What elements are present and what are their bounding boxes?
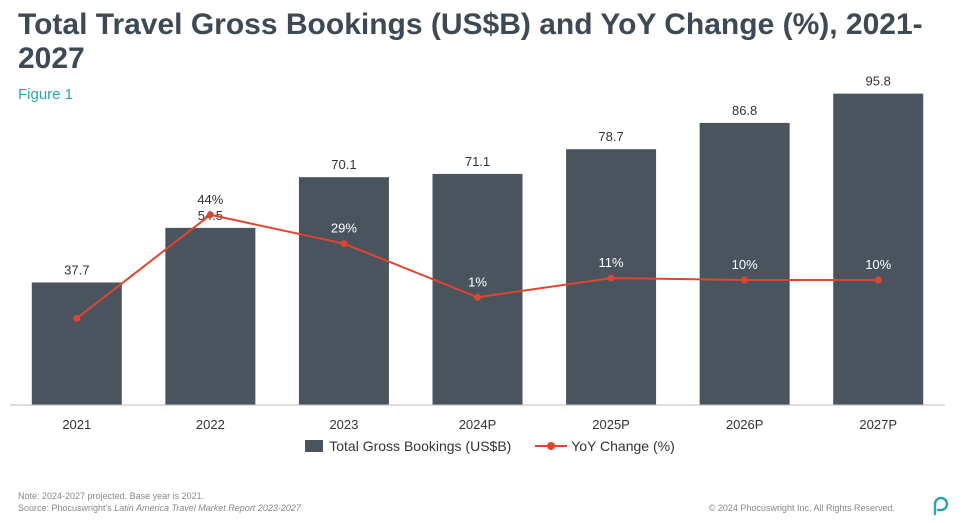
x-tick-2022: 2022 xyxy=(196,417,225,432)
yoy-point-2024P xyxy=(474,293,481,301)
yoy-label-2022: 44% xyxy=(197,192,223,207)
x-tick-2024P: 2024P xyxy=(459,417,497,432)
yoy-point-2021 xyxy=(73,314,81,322)
legend-bar-label: Total Gross Bookings (US$B) xyxy=(329,438,512,454)
x-tick-2021: 2021 xyxy=(62,417,91,432)
x-tick-2023: 2023 xyxy=(329,417,358,432)
x-tick-2025P: 2025P xyxy=(592,417,630,432)
yoy-label-2027P: 10% xyxy=(865,257,891,272)
source-title: Latin America Travel Market Report 2023-… xyxy=(114,503,301,513)
yoy-point-2026P xyxy=(741,276,749,284)
bar-2022 xyxy=(165,227,256,405)
bar-2027P xyxy=(833,93,924,406)
yoy-point-2023 xyxy=(340,240,348,248)
bar-label-2021: 37.7 xyxy=(64,262,89,277)
footnote: Note: 2024-2027 projected. Base year is … xyxy=(18,490,301,514)
bar-2023 xyxy=(298,177,389,405)
legend-bar-swatch xyxy=(305,440,324,452)
source-prefix: Source: Phocuswright's xyxy=(18,503,115,513)
chart-title: Total Travel Gross Bookings (US$B) and Y… xyxy=(18,8,923,75)
legend-item-bookings: Total Gross Bookings (US$B) xyxy=(305,438,511,454)
yoy-label-2025P: 11% xyxy=(599,255,624,270)
bar-2021 xyxy=(31,282,122,405)
footnote-source: Source: Phocuswright's Latin America Tra… xyxy=(18,502,301,514)
yoy-point-2025P xyxy=(607,274,615,282)
bar-2026P xyxy=(699,122,790,406)
bar-label-2027P: 95.8 xyxy=(866,74,891,89)
bar-2024P xyxy=(432,173,523,405)
yoy-label-2026P: 10% xyxy=(732,257,758,272)
bar-label-2023: 70.1 xyxy=(331,157,356,172)
bar-label-2024P: 71.1 xyxy=(465,154,490,169)
footnote-note: Note: 2024-2027 projected. Base year is … xyxy=(18,491,205,501)
legend-line-swatch xyxy=(535,440,568,452)
phocuswright-logo-icon xyxy=(933,496,949,516)
yoy-point-2027P xyxy=(874,276,882,284)
figure-label: Figure 1 xyxy=(18,86,74,103)
bar-label-2026P: 86.8 xyxy=(732,103,757,118)
chart-legend: Total Gross Bookings (US$B) YoY Change (… xyxy=(0,438,980,455)
x-tick-2027P: 2027P xyxy=(859,417,897,432)
x-tick-2026P: 2026P xyxy=(726,417,764,432)
yoy-point-2022 xyxy=(206,211,214,219)
legend-item-yoy: YoY Change (%) xyxy=(535,438,675,454)
legend-line-label: YoY Change (%) xyxy=(571,438,675,454)
bar-label-2025P: 78.7 xyxy=(598,129,623,144)
yoy-label-2023: 29% xyxy=(331,221,357,236)
copyright: © 2024 Phocuswright Inc. All Rights Rese… xyxy=(708,503,895,513)
yoy-label-2024P: 1% xyxy=(468,274,487,289)
